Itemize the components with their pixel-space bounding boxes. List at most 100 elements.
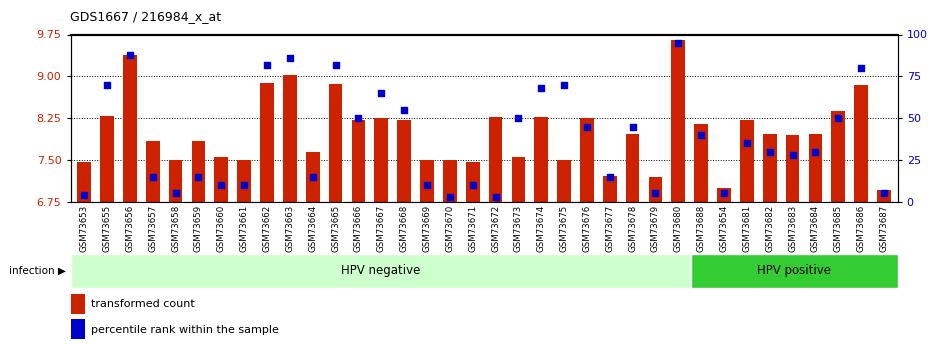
Text: GSM73667: GSM73667 xyxy=(377,204,385,252)
Point xyxy=(122,52,137,57)
Bar xyxy=(237,160,251,202)
Bar xyxy=(169,160,182,202)
Point xyxy=(328,62,343,67)
Text: GSM73657: GSM73657 xyxy=(149,204,157,252)
Text: GSM73670: GSM73670 xyxy=(446,204,454,252)
Point xyxy=(831,115,846,121)
Point xyxy=(510,115,525,121)
Bar xyxy=(146,141,160,202)
Text: GSM73663: GSM73663 xyxy=(286,204,294,252)
Text: GSM73661: GSM73661 xyxy=(240,204,249,252)
Bar xyxy=(306,152,320,202)
Point xyxy=(397,107,412,112)
Bar xyxy=(808,134,822,202)
Text: GSM73660: GSM73660 xyxy=(217,204,226,252)
Bar xyxy=(192,141,205,202)
Text: GSM73676: GSM73676 xyxy=(583,204,591,252)
Bar xyxy=(580,118,594,202)
Bar xyxy=(534,117,548,202)
Text: GDS1667 / 216984_x_at: GDS1667 / 216984_x_at xyxy=(70,10,222,23)
Text: infection ▶: infection ▶ xyxy=(8,266,66,276)
Bar xyxy=(557,160,571,202)
Text: GSM73687: GSM73687 xyxy=(880,204,888,252)
Point xyxy=(556,82,572,87)
Text: HPV positive: HPV positive xyxy=(758,264,831,277)
Text: GSM73668: GSM73668 xyxy=(400,204,409,252)
Text: GSM73672: GSM73672 xyxy=(491,204,500,252)
Point xyxy=(603,174,618,179)
Text: GSM73677: GSM73677 xyxy=(605,204,614,252)
Point xyxy=(168,191,183,196)
Bar xyxy=(420,160,434,202)
Text: GSM73658: GSM73658 xyxy=(171,204,180,252)
Point xyxy=(100,82,115,87)
Text: GSM73655: GSM73655 xyxy=(102,204,112,252)
Bar xyxy=(398,120,411,202)
Text: GSM73656: GSM73656 xyxy=(125,204,134,252)
Point xyxy=(876,191,891,196)
Point xyxy=(807,149,822,155)
Text: transformed count: transformed count xyxy=(91,299,195,309)
Text: GSM73669: GSM73669 xyxy=(422,204,431,252)
Bar xyxy=(70,294,86,314)
Text: GSM73659: GSM73659 xyxy=(194,204,203,252)
Point xyxy=(671,40,686,46)
Bar xyxy=(691,254,898,288)
Point xyxy=(374,90,389,96)
Bar xyxy=(352,120,366,202)
Bar xyxy=(649,177,663,202)
Bar xyxy=(489,117,502,202)
Text: GSM73682: GSM73682 xyxy=(765,204,775,252)
Bar xyxy=(671,40,685,202)
Text: GSM73678: GSM73678 xyxy=(628,204,637,252)
Point xyxy=(694,132,709,138)
Text: GSM73688: GSM73688 xyxy=(697,204,706,252)
Bar xyxy=(101,117,114,202)
Point xyxy=(625,124,640,129)
Bar xyxy=(214,157,228,202)
Point xyxy=(213,183,228,188)
Point xyxy=(716,191,731,196)
Bar xyxy=(123,55,136,202)
Point xyxy=(579,124,594,129)
Point xyxy=(854,65,869,71)
Bar xyxy=(374,118,388,202)
Text: GSM73679: GSM73679 xyxy=(651,204,660,252)
Text: HPV negative: HPV negative xyxy=(341,264,420,277)
Bar xyxy=(832,111,845,202)
Text: GSM73674: GSM73674 xyxy=(537,204,546,252)
Bar xyxy=(786,135,799,202)
Point xyxy=(306,174,321,179)
Point xyxy=(740,140,755,146)
Bar xyxy=(443,160,457,202)
Bar xyxy=(877,189,891,202)
Point xyxy=(146,174,161,179)
Text: percentile rank within the sample: percentile rank within the sample xyxy=(91,325,279,335)
Text: GSM73686: GSM73686 xyxy=(856,204,866,252)
Bar xyxy=(70,319,86,339)
Point xyxy=(77,193,92,198)
Point xyxy=(237,183,252,188)
Point xyxy=(259,62,274,67)
Text: GSM73680: GSM73680 xyxy=(674,204,682,252)
Bar xyxy=(626,134,639,202)
Point xyxy=(648,191,663,196)
Bar xyxy=(511,157,525,202)
Bar xyxy=(466,162,479,202)
Text: GSM73662: GSM73662 xyxy=(262,204,272,252)
Bar xyxy=(260,83,274,202)
Bar xyxy=(283,75,297,202)
Text: GSM73664: GSM73664 xyxy=(308,204,317,252)
Text: GSM73684: GSM73684 xyxy=(811,204,820,252)
Text: GSM73653: GSM73653 xyxy=(80,204,88,252)
Bar xyxy=(854,85,868,202)
Bar xyxy=(70,254,691,288)
Bar xyxy=(603,176,617,202)
Bar xyxy=(77,162,91,202)
Point xyxy=(785,152,800,158)
Point xyxy=(534,85,549,91)
Bar xyxy=(740,120,754,202)
Text: GSM73683: GSM73683 xyxy=(788,204,797,252)
Point xyxy=(351,115,366,121)
Point xyxy=(488,194,503,199)
